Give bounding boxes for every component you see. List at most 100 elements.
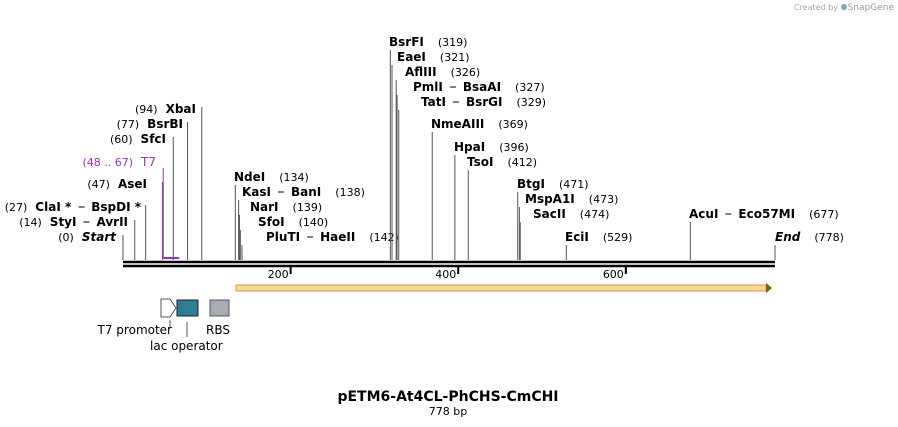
site-label: (0) bbox=[58, 231, 74, 244]
enzyme-name: NdeI bbox=[234, 170, 265, 184]
enzyme-label: MspA1I (473) bbox=[525, 192, 618, 206]
ruler-label: 400 bbox=[435, 268, 456, 281]
enzyme-name: BanI bbox=[291, 185, 321, 199]
t7-promoter bbox=[160, 298, 177, 318]
site-label: (329) bbox=[516, 96, 546, 109]
enzyme-name: KasI bbox=[242, 185, 271, 199]
enzyme-name: BsrFI bbox=[389, 35, 424, 49]
enzyme-label: BsrFI (319) bbox=[389, 35, 467, 49]
enzyme-name: EciI bbox=[565, 230, 589, 244]
enzyme-name: AseI bbox=[118, 177, 147, 191]
feature-label: lac operator bbox=[150, 339, 223, 353]
site-label: (77) bbox=[117, 118, 140, 131]
enzyme-name: AcuI bbox=[689, 207, 718, 221]
site-label: (27) bbox=[5, 201, 28, 214]
enzyme-label: PmlI BsaAI (327) bbox=[413, 80, 545, 94]
enzyme-label: TsoI (412) bbox=[467, 155, 537, 169]
enzyme-label: NmeAIII (369) bbox=[431, 117, 528, 131]
enzyme-name: SacII bbox=[533, 207, 566, 221]
enzyme-label: PluTI HaeII (142) bbox=[266, 230, 399, 244]
site-label: (396) bbox=[499, 141, 529, 154]
site-label: (138) bbox=[335, 186, 365, 199]
rbs bbox=[209, 299, 230, 317]
enzyme-name: PluTI bbox=[266, 230, 300, 244]
enzyme-label: TatI BsrGI (329) bbox=[421, 95, 546, 109]
enzyme-label: (94) XbaI bbox=[135, 102, 196, 116]
enzyme-name: HaeII bbox=[320, 230, 355, 244]
enzyme-label: AflIII (326) bbox=[405, 65, 480, 79]
enzyme-name: Eco57MI bbox=[738, 207, 795, 221]
site-label: (142) bbox=[369, 231, 399, 244]
site-label: (778) bbox=[814, 231, 844, 244]
site-label: (369) bbox=[498, 118, 528, 131]
enzyme-name: BspDI * bbox=[91, 200, 141, 214]
enzyme-label: (77) BsrBI bbox=[117, 117, 183, 131]
enzyme-name: EaeI bbox=[397, 50, 426, 64]
enzyme-name: End bbox=[775, 230, 801, 244]
enzyme-name: ClaI * bbox=[35, 200, 72, 214]
site-label: (319) bbox=[438, 36, 468, 49]
enzyme-name: PmlI bbox=[413, 80, 443, 94]
brand: SnapGene bbox=[848, 3, 895, 13]
enzyme-name: AvrII bbox=[96, 215, 128, 229]
brand-logo bbox=[841, 4, 847, 10]
enzyme-name: BsaAI bbox=[463, 80, 501, 94]
enzyme-label: NarI (139) bbox=[250, 200, 322, 214]
site-label: (412) bbox=[507, 156, 537, 169]
feature-label: T7 promoter bbox=[97, 323, 173, 337]
enzyme-label: EaeI (321) bbox=[397, 50, 470, 64]
site-label: (134) bbox=[279, 171, 309, 184]
map-title: pETM6-At4CL-PhCHS-CmCHI bbox=[337, 389, 558, 405]
enzyme-name: TatI bbox=[421, 95, 446, 109]
site-label: (473) bbox=[589, 193, 619, 206]
enzyme-name: SfcI bbox=[141, 132, 166, 146]
enzyme-name: Start bbox=[82, 230, 117, 244]
enzyme-label: (47) AseI bbox=[87, 177, 147, 191]
enzyme-name: BtgI bbox=[517, 177, 545, 191]
site-label: (94) bbox=[135, 103, 158, 116]
t7-range: (48 .. 67) bbox=[82, 156, 133, 169]
site-label: (47) bbox=[87, 178, 110, 191]
enzyme-name: XbaI bbox=[166, 102, 196, 116]
enzyme-name: NmeAIII bbox=[431, 117, 484, 131]
enzyme-label: (14) StyI AvrII bbox=[19, 215, 128, 229]
site-label: (327) bbox=[515, 81, 545, 94]
enzyme-label: SfoI (140) bbox=[258, 215, 328, 229]
enzyme-label: KasI BanI (138) bbox=[242, 185, 365, 199]
enzyme-label: (0) Start bbox=[58, 230, 117, 244]
site-label: (677) bbox=[809, 208, 839, 221]
orf-feature bbox=[235, 284, 767, 292]
enzyme-name: HpaI bbox=[454, 140, 485, 154]
site-label: (321) bbox=[440, 51, 470, 64]
site-label: (474) bbox=[580, 208, 610, 221]
site-label: (326) bbox=[451, 66, 481, 79]
enzyme-name: AflIII bbox=[405, 65, 437, 79]
lac-operator bbox=[176, 299, 199, 317]
enzyme-label: HpaI (396) bbox=[454, 140, 529, 154]
map-subtitle: 778 bp bbox=[429, 405, 467, 418]
site-label: (139) bbox=[293, 201, 323, 214]
enzyme-label: EciI (529) bbox=[565, 230, 632, 244]
site-label: (14) bbox=[19, 216, 42, 229]
enzyme-name: NarI bbox=[250, 200, 279, 214]
enzyme-label: (27) ClaI * BspDI * bbox=[5, 200, 142, 214]
enzyme-label: End (778) bbox=[775, 230, 844, 244]
enzyme-label: BtgI (471) bbox=[517, 177, 589, 191]
ruler-label: 200 bbox=[268, 268, 289, 281]
t7-name: T7 bbox=[140, 155, 156, 169]
enzyme-label: NdeI (134) bbox=[234, 170, 309, 184]
enzyme-label: AcuI Eco57MI (677) bbox=[689, 207, 839, 221]
feature-label: RBS bbox=[206, 323, 230, 337]
enzyme-name: StyI bbox=[50, 215, 77, 229]
site-label: (471) bbox=[559, 178, 589, 191]
ruler-label: 600 bbox=[603, 268, 624, 281]
credit: Created by bbox=[794, 3, 838, 12]
site-label: (529) bbox=[603, 231, 633, 244]
enzyme-label: SacII (474) bbox=[533, 207, 609, 221]
enzyme-label: (60) SfcI bbox=[110, 132, 166, 146]
site-label: (140) bbox=[299, 216, 329, 229]
enzyme-name: MspA1I bbox=[525, 192, 575, 206]
enzyme-name: BsrGI bbox=[466, 95, 503, 109]
enzyme-name: TsoI bbox=[467, 155, 493, 169]
